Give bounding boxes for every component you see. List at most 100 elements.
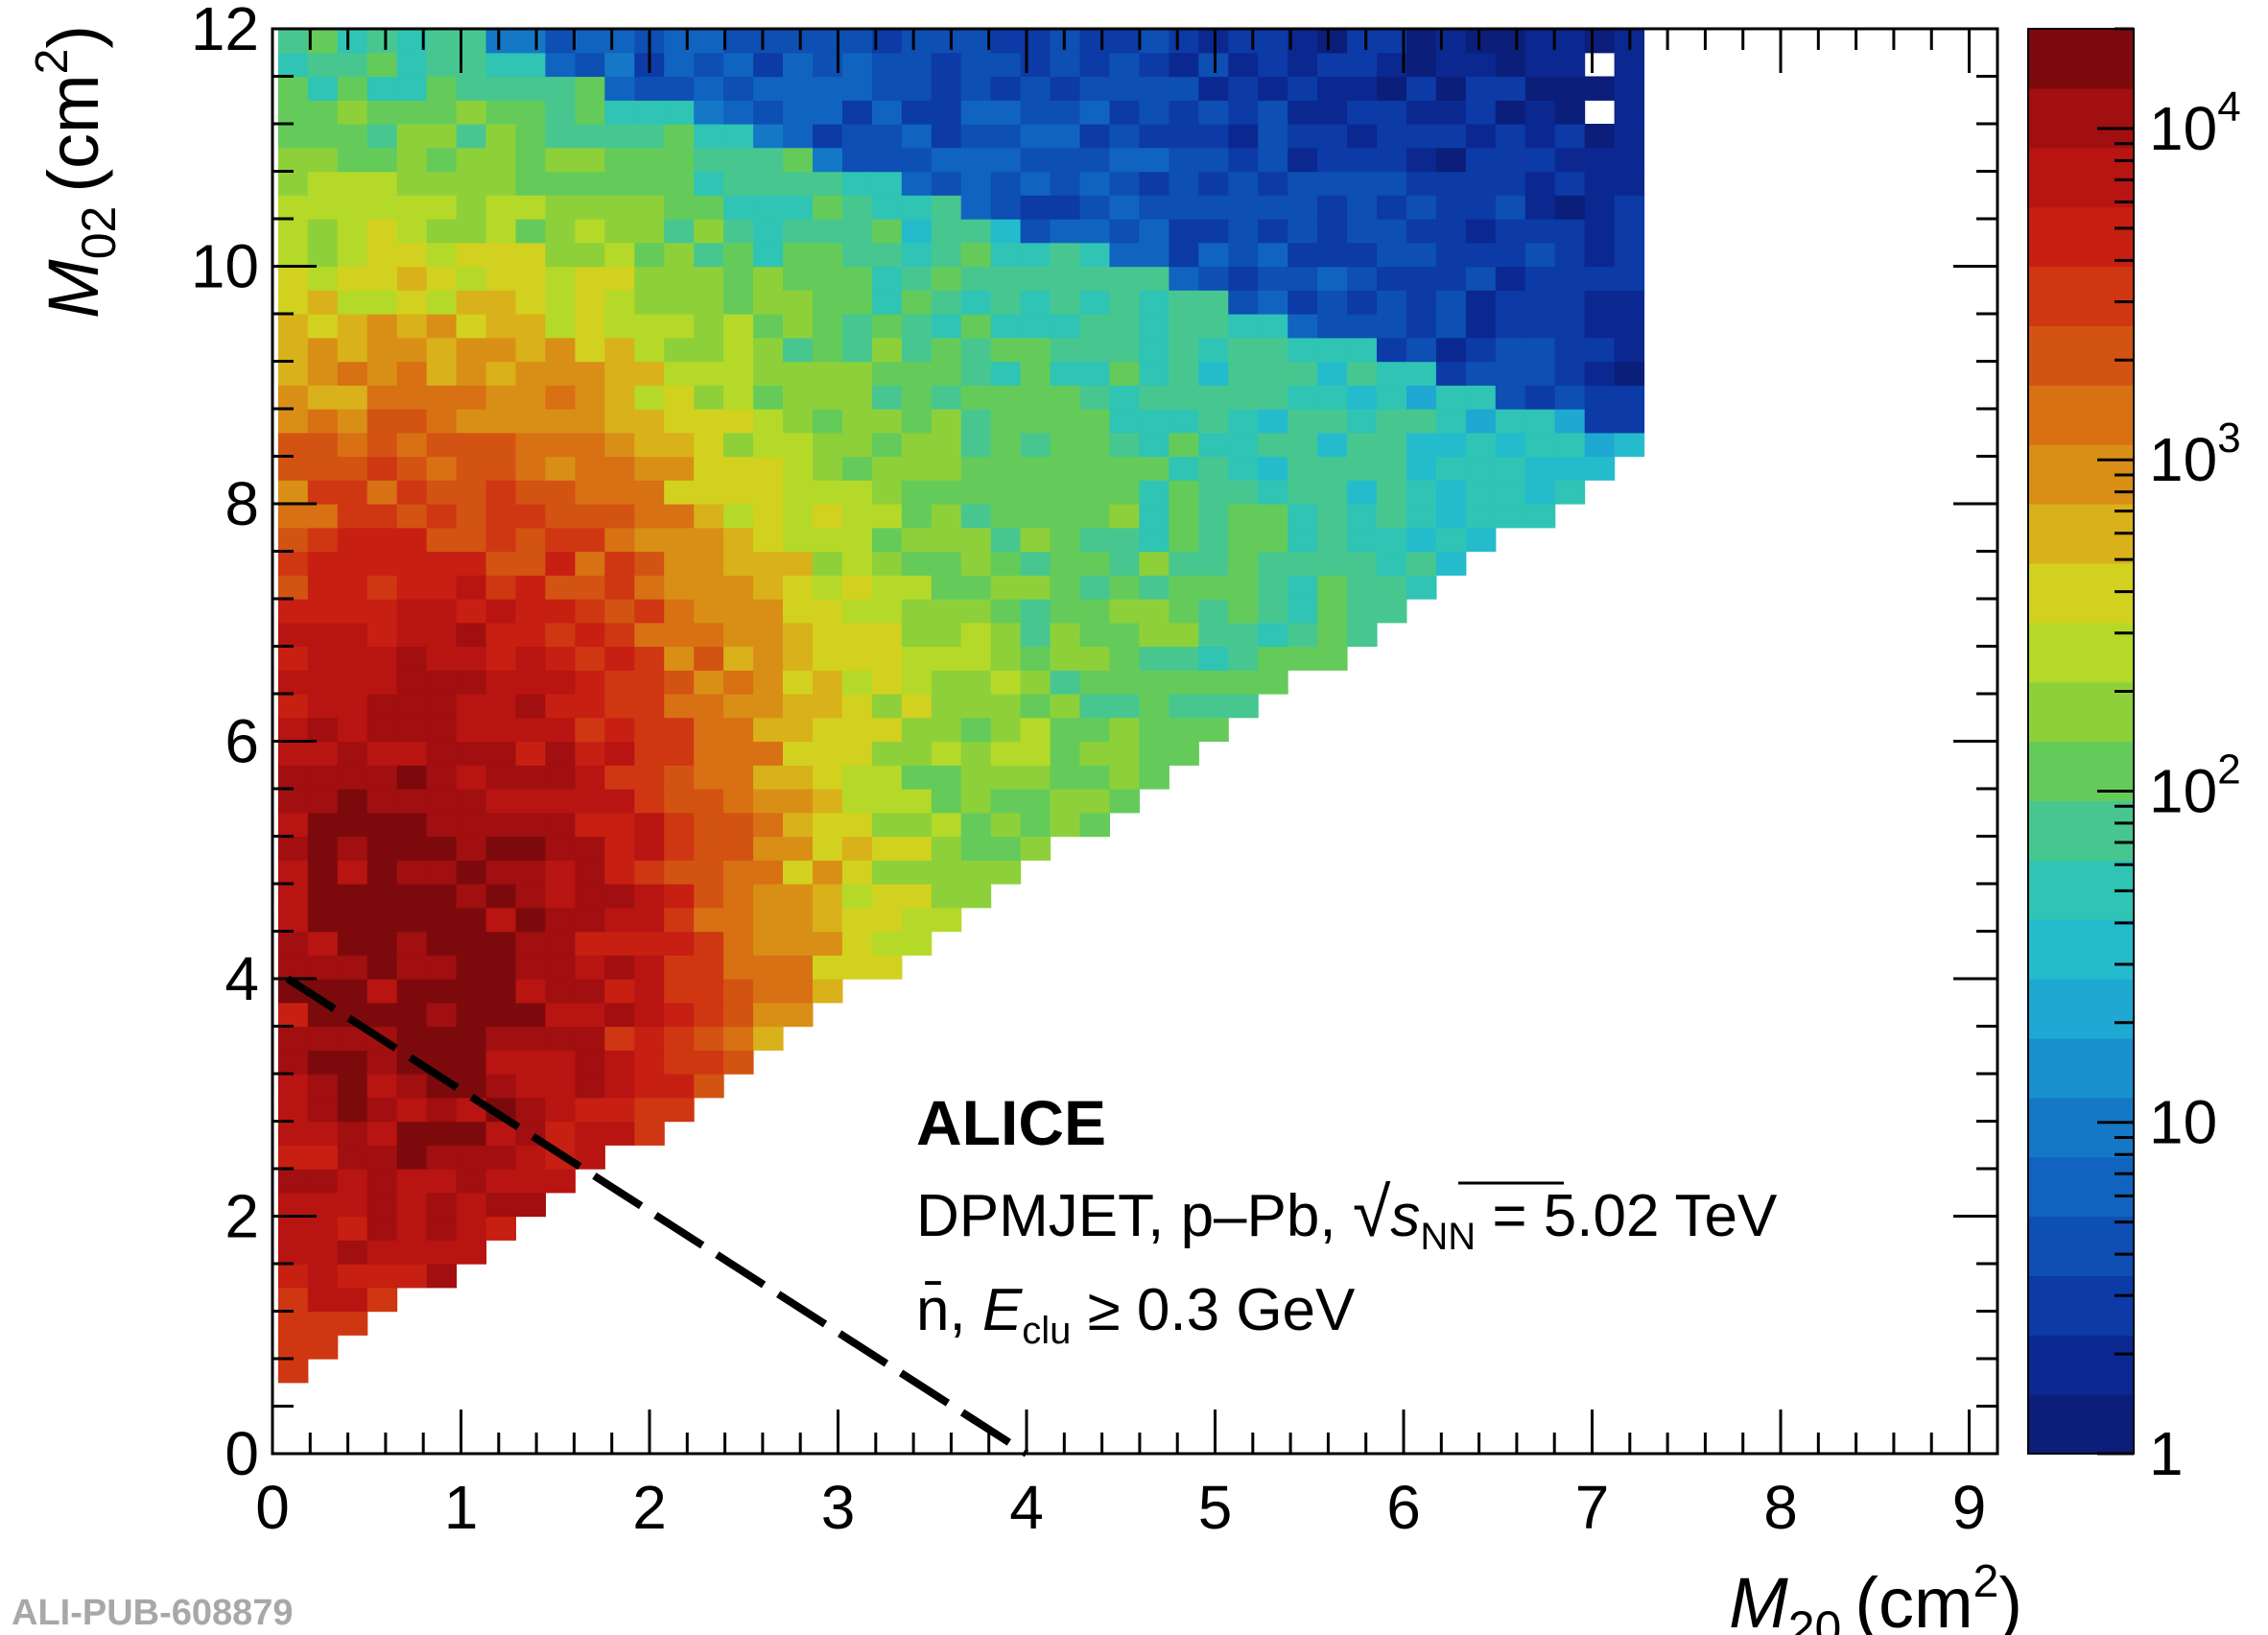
heatmap-bin [277,1026,309,1051]
heatmap-bin [1139,741,1169,766]
heatmap-bin [813,337,843,363]
heatmap-bin [960,266,992,291]
heatmap-bin [723,907,754,933]
heatmap-bin [1020,836,1051,861]
heatmap-bin [901,124,933,149]
heatmap-bin [841,409,873,434]
heatmap-bin [1406,551,1437,576]
heatmap-bin [1377,551,1407,576]
heatmap-bin [901,907,933,933]
heatmap-bin [1406,337,1437,363]
heatmap-bin [1139,694,1169,719]
heatmap-bin [1614,337,1645,363]
x-axis-unit-open: (cm [1855,1563,1973,1635]
heatmap-bin [396,979,428,1004]
heatmap-bin [396,52,428,78]
heatmap-bin [1198,171,1229,196]
heatmap-bin [426,314,458,339]
heatmap-bin [1495,100,1526,125]
y-axis-title: M02(cm2) [27,25,126,319]
heatmap-bin [1020,646,1051,671]
heatmap-bin [931,599,962,624]
heatmap-bin [1169,29,1199,54]
heatmap-bin [575,219,605,244]
heatmap-bin [1020,432,1051,458]
heatmap-bin [545,219,576,244]
heatmap-bin [426,789,458,814]
heatmap-bin [1139,670,1169,695]
heatmap-bin [396,456,428,481]
heatmap-bin [515,955,546,980]
heatmap-bin [575,337,605,363]
heatmap-bin [604,646,635,671]
color-bar-swatch [2028,1335,2134,1395]
heatmap-bin [426,907,458,933]
heatmap-bin [960,385,992,410]
heatmap-bin [901,884,933,909]
heatmap-bin [1079,171,1110,196]
heatmap-bin [307,931,339,956]
heatmap-bin [426,266,458,291]
heatmap-bin [366,242,398,268]
heatmap-bin [871,147,903,173]
heatmap-bin [396,646,428,671]
heatmap-bin [990,242,1022,268]
heatmap-bin [664,504,695,529]
heatmap-bin [337,504,368,529]
heatmap-bin [366,575,398,600]
heatmap-bin [634,147,665,173]
heatmap-bin [604,1050,635,1075]
heatmap-bin [277,314,309,339]
heatmap-bin [1139,551,1169,576]
heatmap-bin [871,76,903,101]
heatmap-bin [960,670,992,695]
heatmap-bin [1524,290,1556,315]
heatmap-bin [575,100,605,125]
heatmap-bin [1524,504,1556,529]
heatmap-bin [783,219,814,244]
heatmap-bin [307,812,339,838]
heatmap-bin [664,171,695,196]
heatmap-bin [1614,147,1645,173]
heatmap-bin [841,385,873,410]
heatmap-bin [307,29,339,54]
heatmap-bin [841,599,873,624]
heatmap-bin [694,76,724,101]
heatmap-bin [931,884,962,909]
heatmap-bin [307,836,339,861]
heatmap-bin [1377,76,1407,101]
heatmap-bin [337,1050,368,1075]
heatmap-bin [1288,456,1318,481]
heatmap-bin [990,29,1022,54]
heatmap-bin [1079,480,1110,505]
heatmap-bin [1139,195,1169,220]
heatmap-bin [1554,219,1586,244]
heatmap-bin [1435,551,1467,576]
heatmap-bin [575,147,605,173]
heatmap-bin [426,100,458,125]
heatmap-bin [307,124,339,149]
heatmap-bin [1050,456,1081,481]
heatmap-bin [396,1121,428,1146]
heatmap-bin [1465,337,1497,363]
heatmap-bin [545,741,576,766]
heatmap-bin [1228,76,1259,101]
heatmap-bin [575,931,605,956]
heatmap-bin [723,409,754,434]
heatmap-bin [1050,337,1081,363]
annotation-sqrt: √ [1353,1174,1391,1251]
heatmap-bin [664,266,695,291]
heatmap-bin [485,812,516,838]
heatmap-bin [813,76,843,101]
heatmap-bin [307,694,339,719]
heatmap-bin [604,1074,635,1099]
heatmap-bin [604,551,635,576]
heatmap-bin [1139,337,1169,363]
heatmap-bin [277,527,309,553]
heatmap-bin [485,979,516,1004]
heatmap-bin [841,789,873,814]
heatmap-bin [1524,195,1556,220]
heatmap-bin [841,314,873,339]
heatmap-bin [1288,551,1318,576]
heatmap-bin [1050,646,1081,671]
